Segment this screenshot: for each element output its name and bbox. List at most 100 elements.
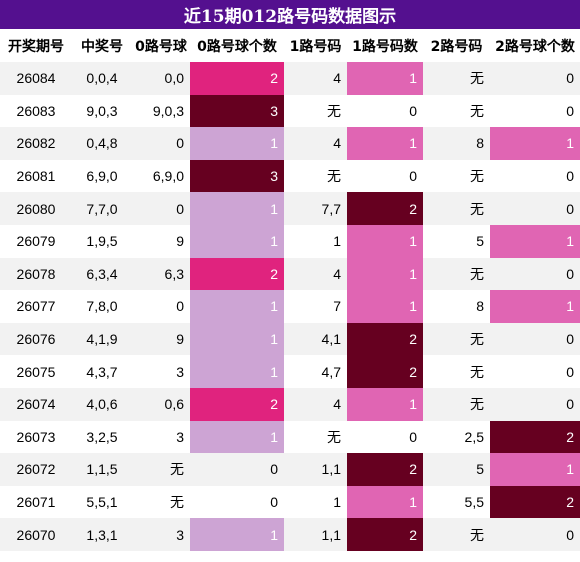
cell-winning-number: 7,8,0: [72, 290, 132, 323]
cell-route1-numbers: 7,7: [284, 192, 347, 225]
cell-route1-count: 2: [347, 453, 423, 486]
cell-route1-count: 0: [347, 420, 423, 454]
table-row: 26080 7,7,0 0 1 7,7 2 无 0: [0, 192, 580, 225]
cell-winning-number: 4,1,9: [72, 322, 132, 356]
cell-winning-number: 6,9,0: [72, 159, 132, 193]
header-route2-count: 2路号球个数: [490, 29, 580, 62]
cell-route1-count: 2: [347, 518, 423, 551]
cell-route1-numbers: 1: [284, 485, 347, 519]
cell-winning-number: 7,7,0: [72, 192, 132, 225]
header-route1-numbers: 1路号码: [284, 29, 347, 62]
table-row: 26070 1,3,1 3 1 1,1 2 无 0: [0, 518, 580, 551]
cell-route1-numbers: 4,7: [284, 355, 347, 388]
cell-route0-count: 3: [190, 94, 284, 128]
cell-route2-count: 0: [490, 94, 580, 128]
cell-route0-balls: 3: [132, 518, 190, 551]
cell-winning-number: 1,1,5: [72, 453, 132, 486]
cell-route2-count: 2: [490, 485, 580, 519]
cell-issue-number: 26080: [0, 192, 72, 225]
cell-route2-count: 1: [490, 127, 580, 160]
cell-route0-balls: 0: [132, 290, 190, 323]
cell-route1-count: 1: [347, 62, 423, 95]
cell-route2-count: 1: [490, 224, 580, 258]
table-row: 26078 6,3,4 6,3 2 4 1 无 0: [0, 257, 580, 291]
cell-route2-count: 0: [490, 257, 580, 291]
cell-route2-numbers: 2,5: [423, 420, 490, 454]
cell-winning-number: 5,5,1: [72, 485, 132, 519]
cell-route2-count: 2: [490, 420, 580, 454]
cell-route0-count: 1: [190, 127, 284, 160]
cell-route2-count: 1: [490, 453, 580, 486]
cell-route1-numbers: 1,1: [284, 453, 347, 486]
header-winning-number: 中奖号: [72, 29, 132, 62]
header-row: 开奖期号 中奖号 0路号球 0路号球个数 1路号码 1路号码数 2路号码 2路号…: [0, 29, 580, 62]
cell-route2-numbers: 无: [423, 322, 490, 356]
cell-route2-numbers: 无: [423, 192, 490, 225]
cell-route0-count: 1: [190, 355, 284, 388]
cell-route1-count: 2: [347, 322, 423, 356]
cell-route0-balls: 无: [132, 485, 190, 519]
cell-winning-number: 9,0,3: [72, 94, 132, 128]
cell-winning-number: 4,3,7: [72, 355, 132, 388]
cell-route0-balls: 0: [132, 127, 190, 160]
cell-route0-balls: 6,3: [132, 257, 190, 291]
cell-route1-count: 0: [347, 94, 423, 128]
cell-route2-numbers: 无: [423, 387, 490, 421]
cell-route0-count: 1: [190, 290, 284, 323]
cell-route0-count: 0: [190, 453, 284, 486]
cell-issue-number: 26073: [0, 420, 72, 454]
cell-route0-balls: 3: [132, 420, 190, 454]
cell-route0-count: 1: [190, 518, 284, 551]
cell-route2-numbers: 无: [423, 518, 490, 551]
cell-route1-count: 1: [347, 290, 423, 323]
table-row: 26075 4,3,7 3 1 4,7 2 无 0: [0, 355, 580, 388]
cell-route0-count: 0: [190, 485, 284, 519]
cell-route1-count: 1: [347, 387, 423, 421]
cell-issue-number: 26076: [0, 322, 72, 356]
cell-route2-count: 0: [490, 62, 580, 95]
table-row: 26074 4,0,6 0,6 2 4 1 无 0: [0, 387, 580, 421]
cell-route0-count: 1: [190, 192, 284, 225]
cell-route2-numbers: 5,5: [423, 485, 490, 519]
cell-issue-number: 26072: [0, 453, 72, 486]
cell-route1-count: 1: [347, 224, 423, 258]
cell-route2-numbers: 无: [423, 355, 490, 388]
cell-route0-balls: 9: [132, 322, 190, 356]
cell-winning-number: 1,3,1: [72, 518, 132, 551]
cell-winning-number: 0,4,8: [72, 127, 132, 160]
cell-route2-numbers: 无: [423, 62, 490, 95]
cell-route2-numbers: 5: [423, 224, 490, 258]
cell-route2-count: 1: [490, 290, 580, 323]
cell-route0-count: 2: [190, 387, 284, 421]
cell-route0-count: 1: [190, 420, 284, 454]
cell-route1-numbers: 4: [284, 387, 347, 421]
cell-route1-numbers: 4: [284, 257, 347, 291]
cell-route1-count: 2: [347, 192, 423, 225]
cell-route1-numbers: 4: [284, 62, 347, 95]
cell-route1-count: 2: [347, 355, 423, 388]
table-row: 26077 7,8,0 0 1 7 1 8 1: [0, 290, 580, 323]
cell-route1-numbers: 无: [284, 159, 347, 193]
cell-issue-number: 26078: [0, 257, 72, 291]
table-row: 26084 0,0,4 0,0 2 4 1 无 0: [0, 62, 580, 95]
cell-route1-numbers: 7: [284, 290, 347, 323]
cell-route2-count: 0: [490, 387, 580, 421]
cell-issue-number: 26083: [0, 94, 72, 128]
cell-route2-numbers: 8: [423, 127, 490, 160]
page-title: 近15期012路号码数据图示: [0, 0, 580, 29]
cell-route2-count: 0: [490, 192, 580, 225]
cell-issue-number: 26079: [0, 224, 72, 258]
cell-winning-number: 0,0,4: [72, 62, 132, 95]
table-row: 26083 9,0,3 9,0,3 3 无 0 无 0: [0, 94, 580, 128]
cell-route2-numbers: 无: [423, 94, 490, 128]
cell-route0-balls: 0,6: [132, 387, 190, 421]
cell-route0-balls: 无: [132, 453, 190, 486]
cell-winning-number: 6,3,4: [72, 257, 132, 291]
cell-route2-count: 0: [490, 159, 580, 193]
cell-route2-numbers: 无: [423, 159, 490, 193]
header-route1-count: 1路号码数: [347, 29, 423, 62]
table-row: 26081 6,9,0 6,9,0 3 无 0 无 0: [0, 159, 580, 193]
table-row: 26073 3,2,5 3 1 无 0 2,5 2: [0, 420, 580, 454]
cell-route0-balls: 3: [132, 355, 190, 388]
header-route2-numbers: 2路号码: [423, 29, 490, 62]
